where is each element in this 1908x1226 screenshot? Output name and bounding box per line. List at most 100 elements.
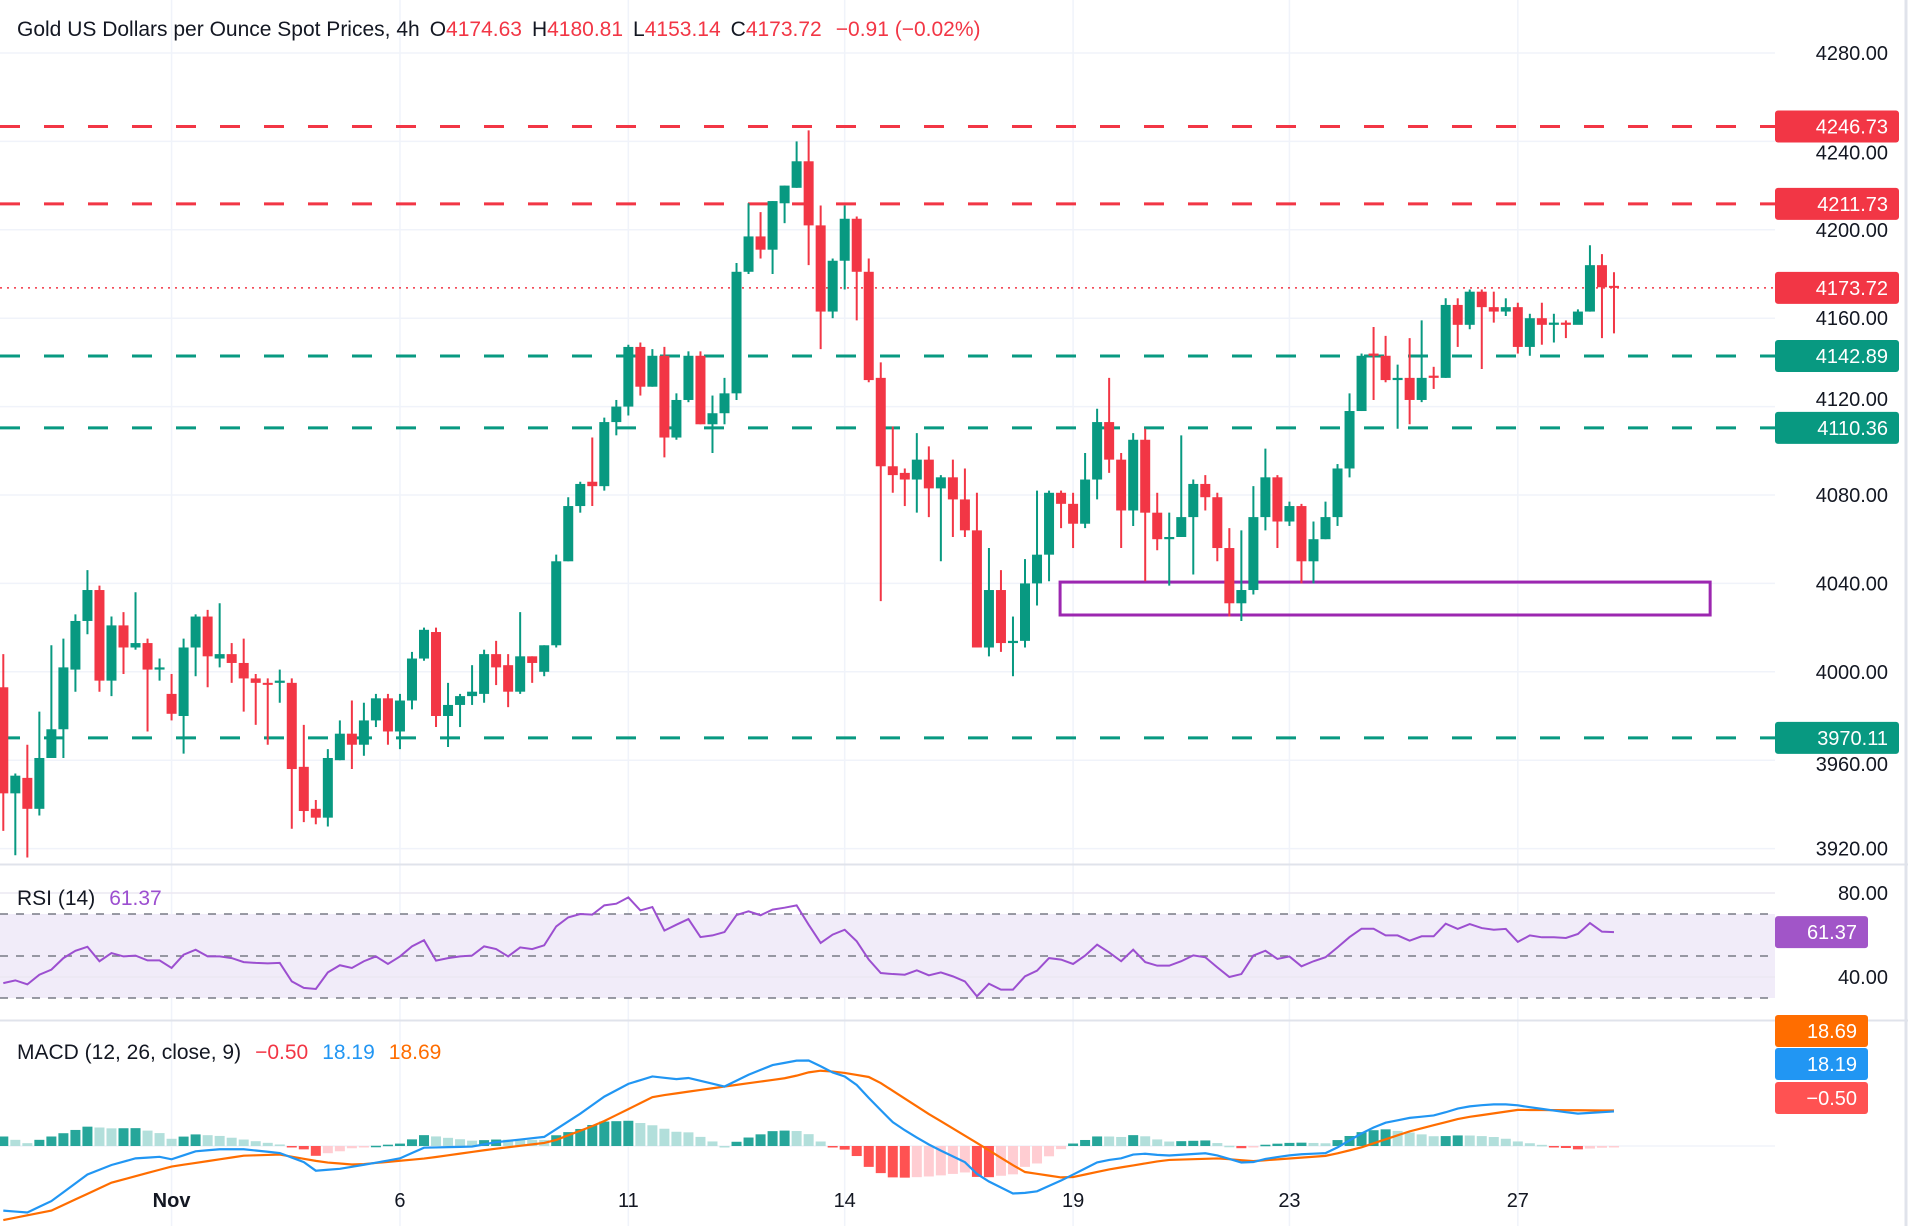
candle-body — [1344, 411, 1355, 469]
macd-histogram-bar — [1584, 1146, 1595, 1149]
candle — [382, 693, 393, 745]
macd-histogram-bar — [1284, 1142, 1295, 1146]
level-price-badge-bg — [1775, 340, 1899, 373]
macd-histogram-bar — [1164, 1141, 1175, 1146]
macd-histogram-bar — [923, 1146, 934, 1177]
candle-body — [130, 643, 141, 648]
candle — [1356, 353, 1367, 412]
macd-histogram-bar — [166, 1138, 177, 1146]
candle-body — [1212, 497, 1223, 549]
macd-histogram-bar — [1260, 1144, 1271, 1147]
candle-body — [370, 698, 381, 721]
candle-body — [1524, 318, 1535, 347]
macd-histogram-bar — [503, 1139, 514, 1146]
candle — [166, 674, 177, 721]
macd-histogram-bar — [827, 1146, 838, 1148]
candle-body — [803, 161, 814, 226]
candle-body — [563, 506, 574, 562]
candle-body — [1488, 307, 1499, 312]
candle-body — [1260, 477, 1271, 518]
candle — [238, 638, 249, 712]
candle — [839, 205, 850, 290]
candle-body — [214, 654, 225, 659]
candle-body — [1044, 492, 1055, 555]
macd-histogram-bar — [1356, 1132, 1367, 1146]
macd-histogram-bar — [959, 1146, 970, 1173]
last-price-badge-bg — [1775, 271, 1899, 304]
macd-line-badge-bg — [1775, 1048, 1868, 1080]
level-price-badge-text: 3970.11 — [1817, 728, 1888, 750]
macd-histogram-bar — [1308, 1142, 1319, 1146]
candle — [851, 216, 862, 321]
candle — [310, 799, 321, 825]
candle — [443, 682, 454, 747]
candle — [118, 612, 129, 675]
time-axis-label: 23 — [1278, 1190, 1300, 1212]
candle — [983, 548, 994, 657]
candle-body — [1068, 503, 1079, 524]
candle — [467, 665, 478, 705]
macd-histogram-bar — [1608, 1146, 1619, 1148]
candle-body — [923, 459, 934, 489]
candle-body — [346, 733, 357, 745]
candle-body — [443, 704, 454, 716]
close-value: 4173.72 — [745, 18, 822, 41]
macd-pane — [0, 1059, 1775, 1222]
macd-histogram-bar — [226, 1137, 237, 1146]
time-axis-label: 19 — [1062, 1190, 1084, 1212]
candle-body — [1296, 506, 1307, 562]
macd-histogram-bar — [1056, 1146, 1067, 1150]
macd-histogram-bar — [1476, 1136, 1487, 1146]
candle — [611, 399, 622, 436]
symbol-title[interactable]: Gold US Dollars per Ounce Spot Prices, 4… — [17, 18, 420, 41]
candle-body — [611, 406, 622, 423]
level-price-badge: 3970.11 — [1775, 721, 1899, 754]
macd-line-value: 18.19 — [322, 1041, 375, 1064]
level-price-badge-bg — [1775, 411, 1899, 444]
macd-histogram-bar — [947, 1146, 958, 1174]
candle-body — [707, 413, 718, 425]
candle — [695, 351, 706, 425]
macd-histogram-bar — [0, 1136, 9, 1146]
candle — [683, 351, 694, 403]
price-axis-label: 4080.00 — [1816, 485, 1888, 507]
candle-body — [118, 625, 129, 648]
rsi-label[interactable]: RSI (14) — [17, 887, 96, 910]
candle-body — [1188, 483, 1199, 518]
macd-histogram-bar — [1140, 1136, 1151, 1146]
candle-body — [1536, 318, 1547, 325]
candle — [58, 638, 69, 758]
candle-body — [779, 185, 790, 204]
candle-body — [515, 656, 526, 692]
change-value: −0.91 (−0.02%) — [835, 18, 981, 41]
candle-body — [1608, 285, 1619, 288]
candle-body — [851, 218, 862, 272]
candle — [1584, 245, 1595, 312]
low-value: 4153.14 — [644, 18, 721, 41]
candle-body — [1332, 468, 1343, 518]
candle — [515, 612, 526, 694]
candle-body — [382, 698, 393, 732]
level-price-badge: 4211.73 — [1775, 187, 1899, 220]
candle-body — [479, 654, 490, 694]
candle-body — [1176, 517, 1187, 537]
candle — [46, 645, 57, 758]
macd-histogram-bar — [1044, 1146, 1055, 1157]
candle — [719, 377, 730, 425]
macd-label[interactable]: MACD (12, 26, close, 9) — [17, 1041, 242, 1064]
candle — [803, 130, 814, 266]
candle-body — [791, 161, 802, 188]
candle-body — [298, 766, 309, 812]
macd-histogram-bar — [803, 1134, 814, 1146]
macd-histogram-bar — [1032, 1146, 1043, 1164]
high-value: 4180.81 — [547, 18, 624, 41]
candle-body — [406, 658, 417, 701]
time-axis-label: 27 — [1507, 1190, 1529, 1212]
candle — [214, 603, 225, 668]
support-zone-rect — [1058, 580, 1712, 617]
macd-histogram-bar — [563, 1132, 574, 1146]
candle — [1380, 335, 1391, 383]
candle-body — [503, 665, 514, 692]
macd-histogram-bar — [1332, 1140, 1343, 1146]
